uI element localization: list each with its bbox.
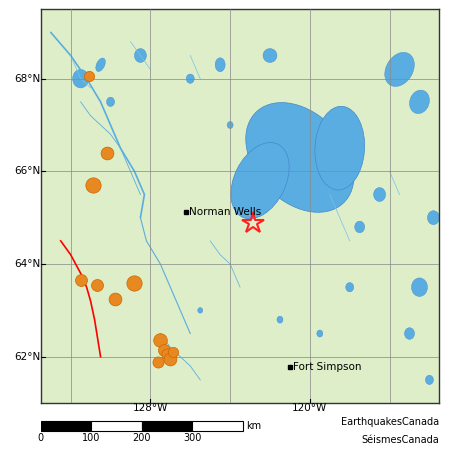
Text: 300: 300 [183, 433, 202, 443]
Text: Norman Wells: Norman Wells [189, 207, 261, 217]
Ellipse shape [106, 97, 115, 106]
Ellipse shape [277, 316, 283, 323]
Bar [192, 421, 243, 431]
Text: 62°N: 62°N [14, 352, 41, 362]
Ellipse shape [246, 103, 354, 213]
Text: 66°N: 66°N [14, 166, 41, 176]
Text: 64°N: 64°N [14, 259, 41, 269]
Text: 200: 200 [132, 433, 151, 443]
Ellipse shape [215, 58, 225, 72]
Ellipse shape [315, 106, 365, 190]
Ellipse shape [405, 328, 414, 339]
Ellipse shape [227, 121, 233, 129]
Ellipse shape [374, 188, 386, 202]
Ellipse shape [198, 308, 202, 313]
Ellipse shape [263, 49, 277, 62]
Ellipse shape [410, 90, 429, 114]
Text: 0: 0 [38, 433, 44, 443]
Ellipse shape [425, 375, 434, 385]
Text: SéismesCanada: SéismesCanada [361, 435, 439, 445]
Text: EarthquakesCanada: EarthquakesCanada [341, 417, 439, 427]
Text: 120°W: 120°W [292, 403, 328, 413]
Ellipse shape [96, 58, 106, 71]
Bar [91, 421, 142, 431]
Ellipse shape [135, 49, 146, 62]
Text: 100: 100 [82, 433, 101, 443]
Ellipse shape [411, 278, 428, 296]
Ellipse shape [385, 52, 414, 87]
Bar [41, 421, 91, 431]
Text: km: km [246, 421, 261, 431]
Text: 128°W: 128°W [133, 403, 168, 413]
Text: 68°N: 68°N [14, 74, 41, 84]
Ellipse shape [317, 330, 323, 337]
Ellipse shape [231, 142, 289, 219]
Ellipse shape [428, 211, 439, 224]
Ellipse shape [72, 70, 89, 88]
Ellipse shape [355, 221, 365, 233]
Text: Fort Simpson: Fort Simpson [293, 362, 361, 372]
Bar [142, 421, 192, 431]
Ellipse shape [186, 74, 194, 83]
Ellipse shape [346, 283, 354, 292]
